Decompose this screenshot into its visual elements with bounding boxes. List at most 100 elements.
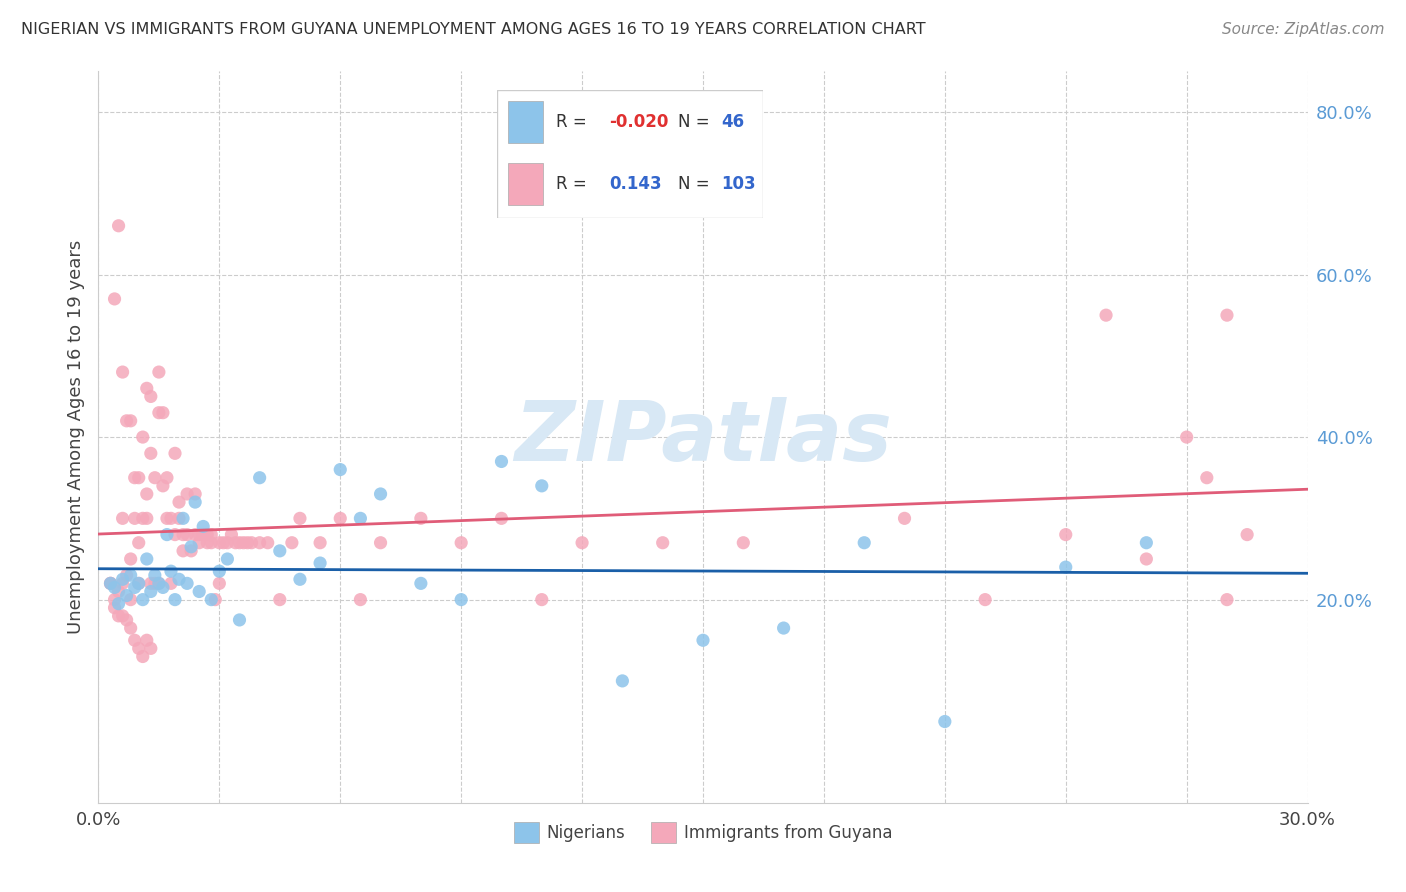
Point — [370, 487, 392, 501]
Point — [135, 511, 157, 525]
Point — [167, 511, 190, 525]
Point — [651, 535, 673, 549]
Point — [124, 471, 146, 485]
Point — [100, 576, 122, 591]
Point — [1135, 535, 1157, 549]
Point — [232, 535, 254, 549]
Point — [107, 597, 129, 611]
Point — [184, 527, 207, 541]
Point — [167, 495, 190, 509]
Point — [156, 511, 179, 525]
Point — [176, 576, 198, 591]
Point — [115, 568, 138, 582]
Point — [120, 414, 142, 428]
Point — [370, 535, 392, 549]
Point — [135, 381, 157, 395]
Point — [204, 592, 226, 607]
Point — [212, 535, 235, 549]
Point — [236, 535, 259, 549]
Point — [269, 592, 291, 607]
Point — [124, 633, 146, 648]
Point — [409, 576, 432, 591]
Point — [329, 511, 352, 525]
Text: Source: ZipAtlas.com: Source: ZipAtlas.com — [1222, 22, 1385, 37]
Point — [148, 365, 170, 379]
Point — [124, 511, 146, 525]
Point — [132, 649, 155, 664]
Point — [240, 535, 263, 549]
Point — [135, 633, 157, 648]
Point — [163, 446, 186, 460]
Point — [132, 430, 155, 444]
Point — [111, 365, 134, 379]
Point — [217, 552, 239, 566]
Point — [148, 576, 170, 591]
Point — [172, 527, 194, 541]
Point — [132, 511, 155, 525]
Point — [208, 535, 231, 549]
Point — [115, 613, 138, 627]
Point — [111, 608, 134, 623]
Point — [172, 511, 194, 525]
Point — [148, 406, 170, 420]
Point — [107, 584, 129, 599]
Point — [120, 568, 142, 582]
Point — [184, 487, 207, 501]
Point — [103, 581, 125, 595]
Point — [281, 535, 304, 549]
Point — [309, 556, 332, 570]
Point — [139, 576, 162, 591]
Point — [163, 527, 186, 541]
Point — [143, 568, 166, 582]
Point — [143, 576, 166, 591]
Point — [208, 576, 231, 591]
Point — [1236, 527, 1258, 541]
Point — [309, 535, 332, 549]
Point — [139, 389, 162, 403]
Point — [115, 414, 138, 428]
Point — [1216, 592, 1239, 607]
Point — [491, 511, 513, 525]
Text: ZIPatlas: ZIPatlas — [515, 397, 891, 477]
Point — [1175, 430, 1198, 444]
Point — [934, 714, 956, 729]
Point — [152, 406, 174, 420]
Point — [160, 576, 183, 591]
Point — [107, 608, 129, 623]
Point — [288, 511, 311, 525]
Point — [176, 487, 198, 501]
Point — [853, 535, 876, 549]
Legend: Nigerians, Immigrants from Guyana: Nigerians, Immigrants from Guyana — [508, 815, 898, 849]
Point — [148, 576, 170, 591]
Point — [1054, 527, 1077, 541]
Point — [135, 552, 157, 566]
Point — [176, 527, 198, 541]
Point — [180, 544, 202, 558]
Point — [224, 535, 246, 549]
Point — [100, 576, 122, 591]
Point — [329, 462, 352, 476]
Point — [1195, 471, 1218, 485]
Point — [228, 535, 250, 549]
Point — [188, 527, 211, 541]
Point — [172, 544, 194, 558]
Point — [120, 552, 142, 566]
Point — [132, 592, 155, 607]
Point — [135, 487, 157, 501]
Point — [1095, 308, 1118, 322]
Point — [772, 621, 794, 635]
Point — [152, 581, 174, 595]
Point — [409, 511, 432, 525]
Point — [733, 535, 755, 549]
Point — [974, 592, 997, 607]
Point — [195, 527, 218, 541]
Point — [143, 471, 166, 485]
Point — [128, 576, 150, 591]
Point — [188, 584, 211, 599]
Point — [103, 592, 125, 607]
Point — [160, 511, 183, 525]
Point — [692, 633, 714, 648]
Point — [193, 527, 215, 541]
Point — [1054, 560, 1077, 574]
Point — [530, 592, 553, 607]
